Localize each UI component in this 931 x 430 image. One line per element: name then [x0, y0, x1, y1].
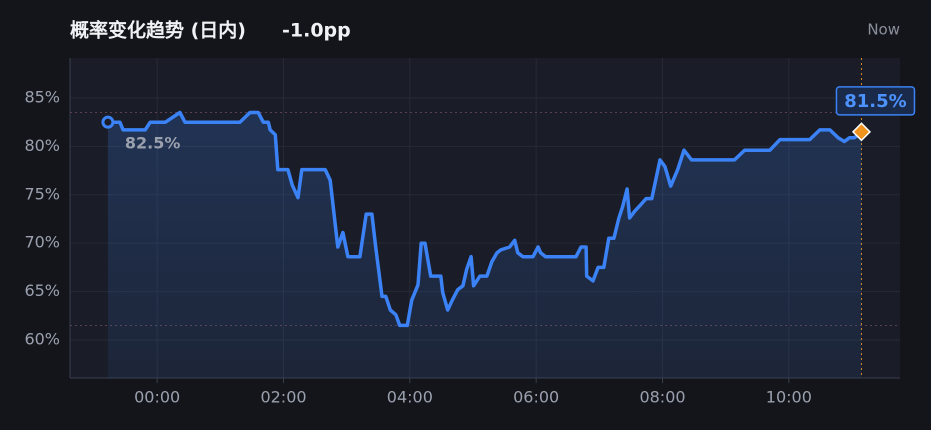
chart-title: 概率变化趋势 (日内) [70, 19, 246, 42]
change-label: -1.0pp [282, 20, 351, 42]
x-tick-label: 08:00 [639, 388, 685, 407]
start-label: 82.5% [125, 134, 181, 153]
y-tick-label: 70% [24, 233, 60, 252]
now-label: Now [867, 21, 900, 39]
x-tick-label: 02:00 [260, 388, 306, 407]
end-marker [851, 122, 872, 142]
end-label-box [835, 86, 916, 116]
area-fill [107, 112, 862, 378]
start-marker [101, 115, 115, 129]
y-tick-label: 75% [24, 184, 60, 203]
x-tick-label: 10:00 [766, 388, 812, 407]
y-tick-label: 80% [24, 136, 60, 155]
y-tick-label: 60% [24, 329, 60, 348]
y-tick-label: 65% [24, 281, 60, 300]
y-tick-label: 85% [24, 87, 60, 106]
line [107, 110, 863, 328]
end-label: 81.5% [844, 91, 906, 112]
x-tick-label: 06:00 [513, 388, 559, 407]
x-tick-label: 00:00 [134, 388, 180, 407]
x-tick-label: 04:00 [387, 388, 433, 407]
plot: 60% 65% 70% 75% 80% 85% 00:00 02:00 04:00 06:00 08… [24, 58, 916, 407]
